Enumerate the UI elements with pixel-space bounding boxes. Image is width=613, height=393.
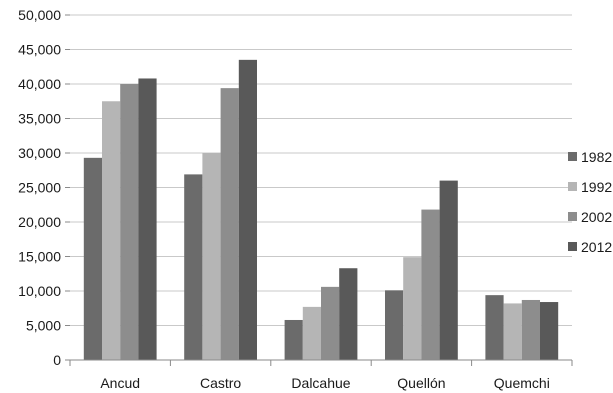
legend-label-2012: 2012 — [581, 239, 612, 255]
legend-label-1992: 1992 — [581, 179, 612, 195]
y-tick-label: 30,000 — [18, 145, 61, 161]
bar-2002-quellón — [421, 209, 440, 360]
legend-swatch-1982 — [568, 152, 577, 161]
legend-label-2002: 2002 — [581, 209, 612, 225]
y-axis-ticks: 0 5,000 10,000 15,000 20,000 25,000 30,000 35,0… — [18, 7, 70, 368]
y-tick-label: 25,000 — [18, 180, 61, 196]
x-category-label: Castro — [200, 375, 241, 391]
y-tick-label: 50,000 — [18, 7, 61, 23]
bar-1992-dalcahue — [302, 306, 321, 360]
bar-2002-castro — [220, 88, 239, 360]
y-tick-label: 45,000 — [18, 42, 61, 58]
bar-1982-dalcahue — [284, 319, 303, 360]
bar-1982-quemchi — [485, 295, 504, 360]
x-category-label: Dalcahue — [291, 375, 350, 391]
y-tick-label: 15,000 — [18, 249, 61, 265]
y-tick-label: 5,000 — [26, 318, 61, 334]
bar-2012-quemchi — [540, 302, 559, 360]
bar-2012-castro — [238, 59, 257, 360]
legend-label-1982: 1982 — [581, 149, 612, 165]
bar-1992-ancud — [102, 101, 121, 360]
x-category-label: Ancud — [100, 375, 140, 391]
legend: 1982 1992 2002 2012 — [568, 149, 612, 255]
x-category-label: Quellón — [397, 375, 445, 391]
bar-2012-ancud — [138, 78, 157, 360]
y-tick-label: 35,000 — [18, 111, 61, 127]
legend-swatch-2002 — [568, 212, 577, 221]
legend-swatch-2012 — [568, 242, 577, 251]
bar-1992-castro — [202, 153, 221, 360]
y-tick-label: 10,000 — [18, 283, 61, 299]
bar-2002-quemchi — [521, 299, 540, 360]
bar-1992-quemchi — [503, 303, 522, 360]
bar-2012-dalcahue — [339, 268, 358, 360]
bar-2002-ancud — [120, 84, 139, 360]
x-category-label: Quemchi — [494, 375, 550, 391]
bar-2002-dalcahue — [321, 286, 340, 360]
bar-2012-quellón — [439, 180, 458, 360]
bar-1982-ancud — [83, 157, 102, 360]
bar-1992-quellón — [403, 257, 422, 360]
y-tick-label: 40,000 — [18, 76, 61, 92]
bar-1982-castro — [184, 174, 203, 360]
legend-swatch-1992 — [568, 182, 577, 191]
x-axis-categories: Ancud Castro Dalcahue Quellón Quemchi — [69, 360, 573, 391]
bar-1982-quellón — [385, 290, 404, 360]
y-tick-label: 20,000 — [18, 214, 61, 230]
y-tick-label: 0 — [53, 352, 61, 368]
bars — [83, 59, 559, 360]
